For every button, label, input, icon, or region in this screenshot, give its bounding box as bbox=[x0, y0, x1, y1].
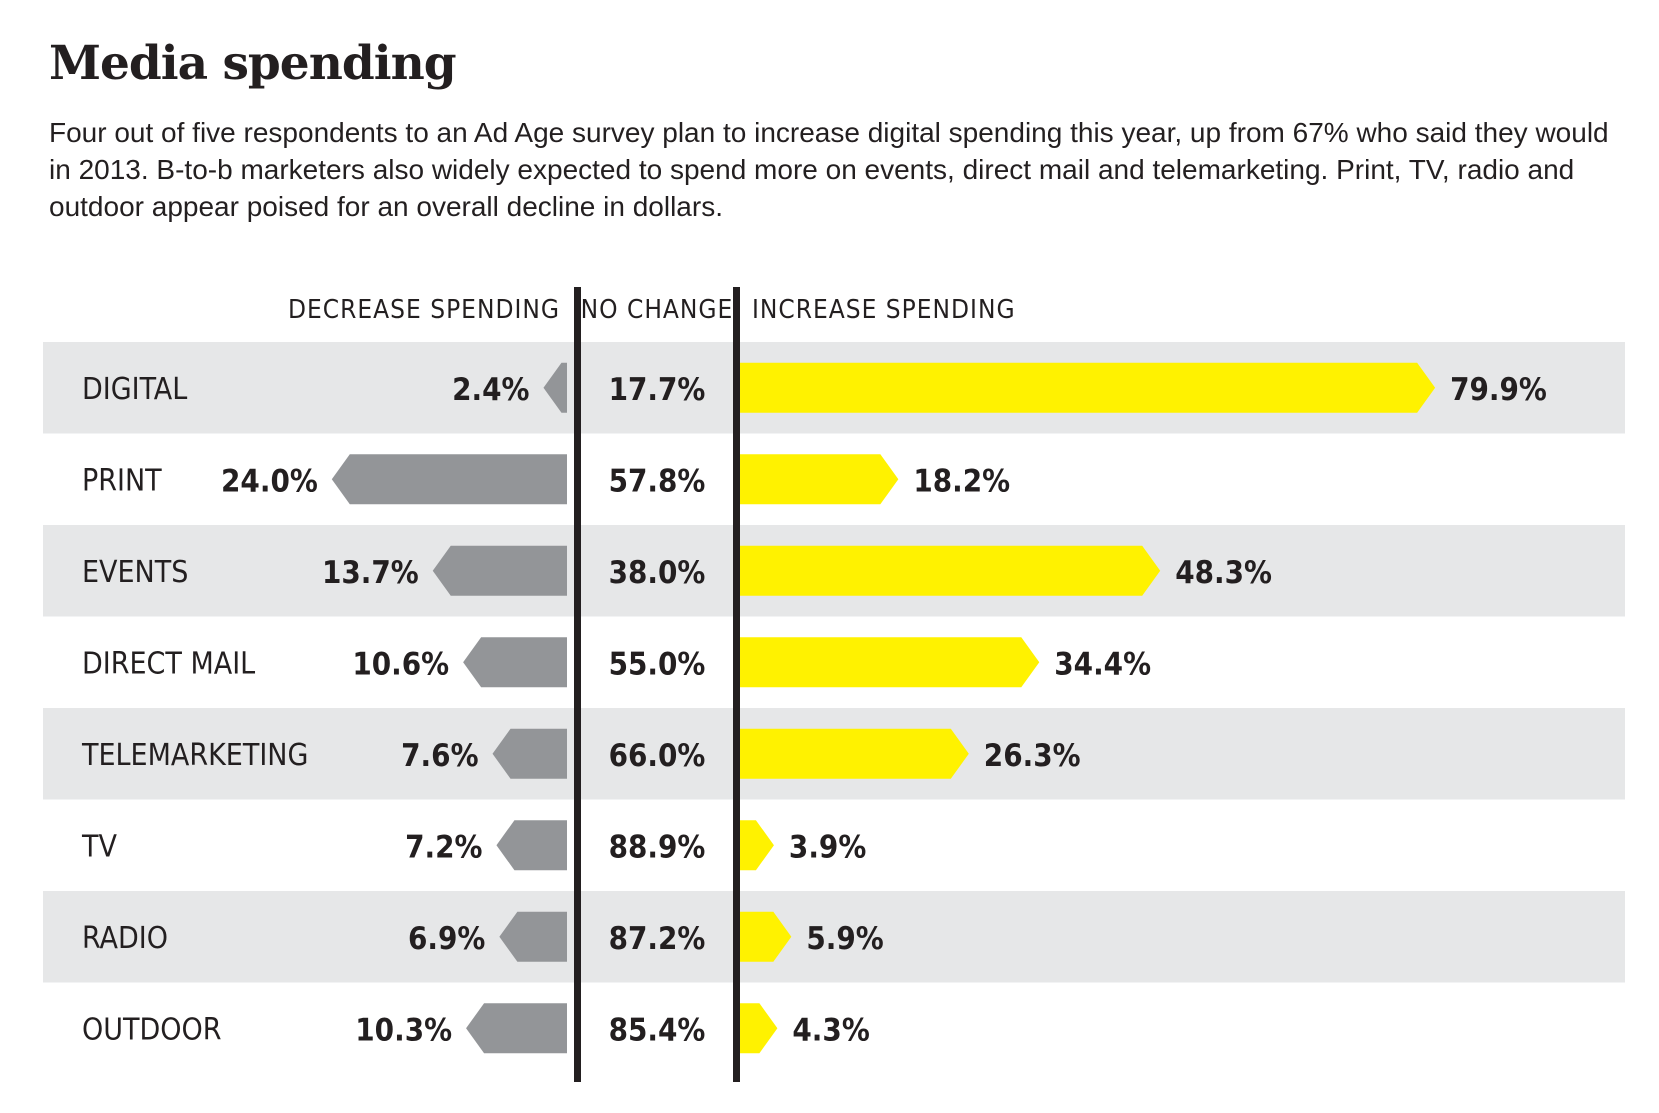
header-increase-spending: INCREASE SPENDING bbox=[752, 295, 1016, 325]
category-label-telemarketing: TELEMARKETING bbox=[81, 738, 308, 773]
decrease-bar-tv bbox=[496, 820, 567, 871]
increase-label-radio: 5.9% bbox=[806, 921, 883, 957]
increase-bar-digital bbox=[740, 362, 1436, 413]
increase-bar-print bbox=[740, 454, 899, 505]
header-no-change: NO CHANGE bbox=[581, 295, 734, 325]
decrease-label-events: 13.7% bbox=[322, 555, 419, 591]
header-decrease-spending: DECREASE SPENDING bbox=[288, 295, 560, 325]
increase-bar-tv bbox=[740, 820, 774, 871]
divider-right bbox=[733, 287, 740, 1082]
no-change-label-events: 38.0% bbox=[609, 555, 706, 591]
decrease-bar-direct-mail bbox=[463, 637, 567, 688]
decrease-label-outdoor: 10.3% bbox=[355, 1012, 452, 1048]
increase-bar-telemarketing bbox=[740, 728, 969, 779]
decrease-bar-telemarketing bbox=[492, 728, 567, 779]
category-label-tv: TV bbox=[81, 829, 117, 864]
category-label-radio: RADIO bbox=[82, 921, 168, 956]
row-band-radio bbox=[43, 891, 1625, 983]
increase-label-direct-mail: 34.4% bbox=[1054, 646, 1151, 682]
no-change-label-digital: 17.7% bbox=[609, 372, 706, 408]
increase-bar-events bbox=[740, 545, 1161, 596]
decrease-label-print: 24.0% bbox=[221, 463, 318, 499]
increase-label-digital: 79.9% bbox=[1450, 372, 1547, 408]
no-change-label-radio: 87.2% bbox=[609, 921, 706, 957]
category-label-outdoor: OUTDOOR bbox=[82, 1012, 222, 1047]
increase-label-print: 18.2% bbox=[913, 463, 1010, 499]
increase-bar-outdoor bbox=[740, 1003, 778, 1054]
decrease-label-digital: 2.4% bbox=[452, 372, 529, 408]
decrease-bar-digital bbox=[543, 362, 567, 413]
decrease-bar-radio bbox=[499, 911, 567, 962]
decrease-label-telemarketing: 7.6% bbox=[401, 738, 478, 774]
category-label-print: PRINT bbox=[82, 463, 162, 498]
no-change-label-telemarketing: 66.0% bbox=[609, 738, 706, 774]
decrease-bar-outdoor bbox=[466, 1003, 567, 1054]
increase-label-events: 48.3% bbox=[1175, 555, 1272, 591]
decrease-label-radio: 6.9% bbox=[408, 921, 485, 957]
decrease-label-tv: 7.2% bbox=[405, 829, 482, 865]
decrease-bar-print bbox=[331, 454, 567, 505]
increase-label-outdoor: 4.3% bbox=[792, 1012, 869, 1048]
increase-bar-direct-mail bbox=[740, 637, 1040, 688]
category-label-events: EVENTS bbox=[82, 555, 188, 590]
no-change-label-tv: 88.9% bbox=[609, 829, 706, 865]
no-change-label-direct-mail: 55.0% bbox=[609, 646, 706, 682]
divider-left bbox=[574, 287, 581, 1082]
decrease-label-direct-mail: 10.6% bbox=[352, 646, 449, 682]
no-change-label-outdoor: 85.4% bbox=[609, 1012, 706, 1048]
increase-label-telemarketing: 26.3% bbox=[984, 738, 1081, 774]
decrease-bar-events bbox=[432, 545, 567, 596]
increase-bar-radio bbox=[740, 911, 792, 962]
no-change-label-print: 57.8% bbox=[609, 463, 706, 499]
chart-subtitle: Four out of five respondents to an Ad Ag… bbox=[49, 117, 1609, 222]
chart-title: Media spending bbox=[49, 36, 457, 91]
category-label-digital: DIGITAL bbox=[82, 372, 187, 407]
category-label-direct-mail: DIRECT MAIL bbox=[82, 646, 255, 681]
increase-label-tv: 3.9% bbox=[789, 829, 866, 865]
